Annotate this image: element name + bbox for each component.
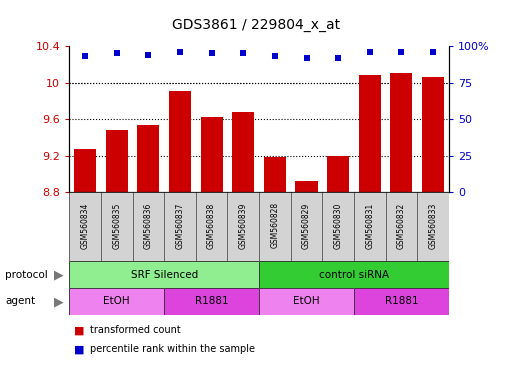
Text: ▶: ▶: [54, 268, 64, 281]
Bar: [74, 149, 96, 192]
Text: GSM560829: GSM560829: [302, 202, 311, 248]
Text: GSM560833: GSM560833: [428, 202, 438, 249]
Text: GSM560828: GSM560828: [270, 202, 280, 248]
Bar: [137, 126, 160, 192]
Text: agent: agent: [5, 296, 35, 306]
Point: [271, 53, 279, 60]
Text: transformed count: transformed count: [90, 325, 181, 335]
Point: [207, 50, 215, 56]
Point: [334, 55, 342, 61]
Point: [81, 53, 89, 60]
Text: GSM560838: GSM560838: [207, 202, 216, 248]
Point: [302, 55, 310, 61]
Text: ▶: ▶: [54, 295, 64, 308]
Text: GDS3861 / 229804_x_at: GDS3861 / 229804_x_at: [172, 18, 341, 32]
Bar: [264, 157, 286, 192]
Text: EtOH: EtOH: [104, 296, 130, 306]
Text: R1881: R1881: [195, 296, 228, 306]
Point: [397, 49, 405, 55]
Bar: [295, 181, 318, 192]
Text: ■: ■: [74, 325, 85, 335]
Point: [366, 49, 374, 55]
Text: GSM560837: GSM560837: [175, 202, 185, 249]
Bar: [232, 112, 254, 192]
Text: SRF Silenced: SRF Silenced: [130, 270, 198, 280]
Point: [176, 49, 184, 55]
Text: GSM560832: GSM560832: [397, 202, 406, 248]
Text: EtOH: EtOH: [293, 296, 320, 306]
Point: [144, 52, 152, 58]
Text: ■: ■: [74, 344, 85, 354]
Text: GSM560839: GSM560839: [239, 202, 248, 249]
Point: [429, 49, 437, 55]
Bar: [106, 130, 128, 192]
Text: GSM560834: GSM560834: [81, 202, 90, 249]
Bar: [359, 75, 381, 192]
Text: GSM560830: GSM560830: [333, 202, 343, 249]
Text: R1881: R1881: [385, 296, 418, 306]
Text: GSM560836: GSM560836: [144, 202, 153, 249]
Point: [113, 50, 121, 56]
Bar: [327, 156, 349, 192]
Text: protocol: protocol: [5, 270, 48, 280]
Text: control siRNA: control siRNA: [319, 270, 389, 280]
Bar: [169, 91, 191, 192]
Text: GSM560831: GSM560831: [365, 202, 374, 248]
Text: GSM560835: GSM560835: [112, 202, 121, 249]
Bar: [201, 117, 223, 192]
Point: [239, 50, 247, 56]
Bar: [390, 73, 412, 192]
Bar: [422, 77, 444, 192]
Text: percentile rank within the sample: percentile rank within the sample: [90, 344, 255, 354]
